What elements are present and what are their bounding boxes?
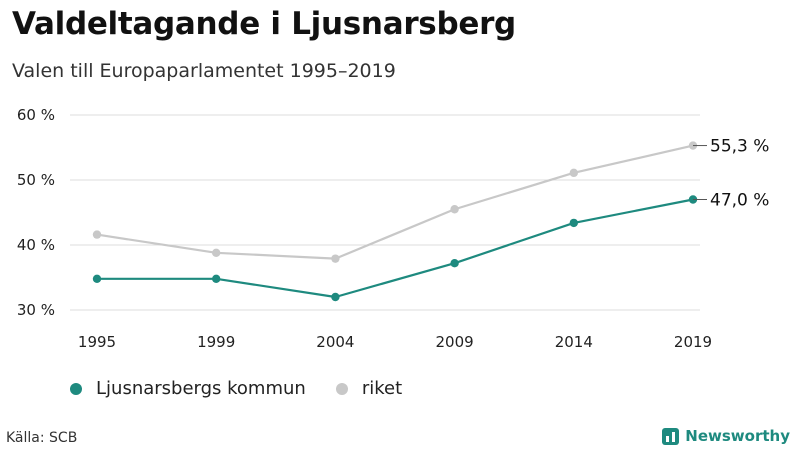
point-riket-1995 bbox=[92, 230, 102, 239]
legend-label-kommun: Ljusnarsbergs kommun bbox=[96, 378, 306, 399]
point-riket-1999 bbox=[212, 248, 221, 257]
x-tick-label-2014: 2014 bbox=[555, 333, 593, 351]
brand-name: Newsworthy bbox=[685, 427, 790, 445]
point-riket-2004 bbox=[331, 254, 340, 263]
x-tick-label-2004: 2004 bbox=[316, 333, 354, 351]
end-label-riket: 55,3 % bbox=[710, 137, 769, 157]
point-ljusnarsbergs-kommun-1999 bbox=[212, 274, 221, 283]
legend-dot-riket bbox=[335, 382, 348, 395]
legend: Ljusnarsbergs kommun riket bbox=[70, 378, 432, 399]
series-line-riket bbox=[96, 144, 694, 260]
point-ljusnarsbergs-kommun-1995 bbox=[92, 274, 102, 283]
point-riket-2014 bbox=[569, 168, 578, 178]
y-tick-label-60: 60 % bbox=[17, 106, 55, 124]
end-label-ljusnarsbergs-kommun: 47,0 % bbox=[710, 191, 769, 211]
legend-item-riket: riket bbox=[335, 378, 403, 399]
x-tick-label-2019: 2019 bbox=[674, 333, 712, 351]
chart-title: Valdeltagande i Ljusnarsberg bbox=[12, 6, 516, 42]
y-tick-label-30: 30 % bbox=[17, 301, 55, 319]
chart-subtitle: Valen till Europaparlamentet 1995–2019 bbox=[12, 60, 396, 82]
legend-label-riket: riket bbox=[361, 378, 403, 399]
source-note: Källa: SCB bbox=[6, 430, 78, 446]
legend-dot-kommun bbox=[70, 382, 82, 395]
point-ljusnarsbergs-kommun-2004 bbox=[331, 292, 340, 302]
brand-logo: Newsworthy bbox=[662, 427, 790, 445]
bar-chart-icon bbox=[662, 427, 680, 445]
x-tick-label-1999: 1999 bbox=[197, 333, 235, 351]
point-ljusnarsbergs-kommun-2009 bbox=[450, 259, 459, 268]
legend-item-kommun: Ljusnarsbergs kommun bbox=[70, 378, 306, 399]
y-tick-label-50: 50 % bbox=[17, 171, 55, 189]
x-tick-label-2009: 2009 bbox=[436, 333, 474, 351]
series-line-ljusnarsbergs-kommun bbox=[97, 198, 694, 299]
y-tick-label-40: 40 % bbox=[17, 236, 55, 254]
x-tick-label-1995: 1995 bbox=[78, 333, 116, 351]
point-riket-2009 bbox=[450, 205, 459, 214]
point-ljusnarsbergs-kommun-2014 bbox=[569, 218, 578, 228]
